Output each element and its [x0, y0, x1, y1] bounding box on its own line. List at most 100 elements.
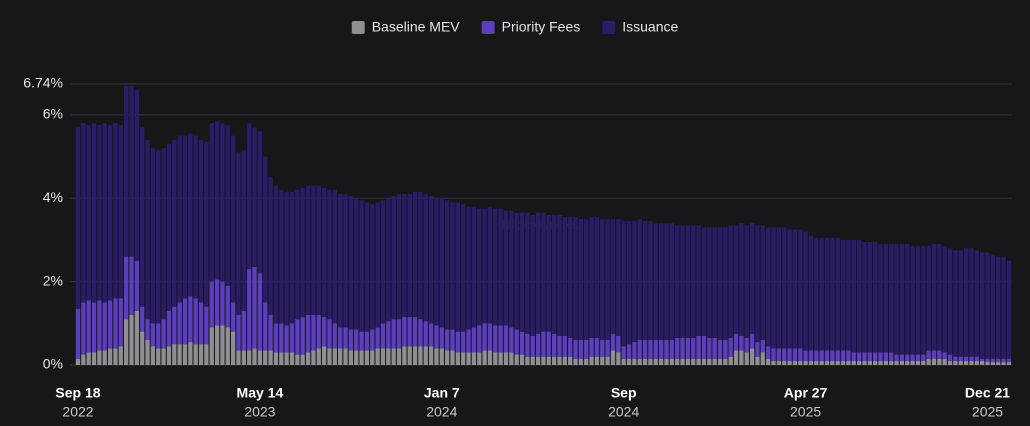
- bar-segment: [391, 196, 396, 320]
- x-tick-year: 2024: [426, 404, 457, 420]
- bar-segment: [594, 356, 600, 365]
- bar-segment: [969, 356, 974, 361]
- bar-segment: [1001, 358, 1006, 363]
- bar-segment: [375, 348, 380, 365]
- bar-segment: [942, 352, 947, 359]
- bar-segment: [899, 244, 905, 355]
- bar-segment: [204, 141, 209, 307]
- bar-segment: [86, 352, 91, 365]
- bar-segment: [594, 337, 600, 357]
- bar-segment: [530, 335, 535, 357]
- bar-segment: [894, 360, 899, 365]
- bar-segment: [321, 187, 327, 318]
- bar-segment: [755, 356, 760, 365]
- bar-segment: [493, 208, 498, 326]
- bar-segment: [97, 300, 102, 351]
- bar-segment: [503, 352, 509, 365]
- bar-segment: [289, 352, 295, 365]
- bar-segment: [803, 231, 808, 351]
- bar-segment: [605, 219, 610, 340]
- bar-segment: [396, 194, 402, 320]
- bar-segment: [648, 358, 653, 365]
- bar-segment: [434, 348, 439, 365]
- bar-segment: [589, 337, 594, 357]
- bar-segment: [498, 352, 503, 365]
- bar-segment: [905, 360, 910, 365]
- bar-segment: [279, 323, 284, 353]
- bar-segment: [461, 204, 466, 332]
- bar-segment: [354, 329, 359, 351]
- bar-segment: [653, 358, 658, 365]
- bar-segment: [455, 202, 460, 332]
- bar-segment: [423, 321, 428, 347]
- bar-segment: [926, 350, 931, 359]
- bar-segment: [856, 239, 862, 353]
- bar-segment: [300, 187, 305, 318]
- bar-segment: [996, 358, 1001, 363]
- bar-segment: [514, 212, 519, 330]
- bar-segment: [691, 358, 696, 365]
- bar-segment: [712, 337, 717, 359]
- bar-segment: [172, 344, 177, 365]
- bar-segment: [840, 350, 846, 361]
- x-tick-label: Sep 18: [55, 385, 100, 401]
- bar-segment: [937, 244, 942, 351]
- bar-segment: [391, 348, 396, 365]
- bar-segment: [241, 310, 246, 351]
- bar-segment: [370, 350, 375, 365]
- x-tick-year: 2023: [244, 404, 275, 420]
- bar-segment: [450, 202, 455, 330]
- bar-segment: [498, 208, 503, 326]
- bar-segment: [889, 244, 894, 353]
- bar-segment: [236, 314, 241, 351]
- bar-segment: [594, 216, 600, 338]
- bar-segment: [541, 331, 546, 357]
- bar-segment: [482, 208, 487, 324]
- bar-segment: [669, 223, 674, 340]
- bar-segment: [193, 135, 198, 299]
- bar-segment: [455, 352, 460, 365]
- bar-segment: [937, 358, 942, 365]
- bar-segment: [771, 348, 776, 361]
- bar-segment: [830, 360, 835, 365]
- bar-segment: [573, 216, 578, 340]
- bar-segment: [851, 352, 856, 361]
- bar-segment: [535, 356, 541, 365]
- bar-segment: [899, 354, 905, 361]
- bar-segment: [915, 354, 921, 361]
- bar-segment: [851, 360, 856, 365]
- bar-segment: [792, 229, 798, 349]
- bar-segment: [482, 323, 487, 351]
- bar-segment: [97, 350, 102, 365]
- bar-segment: [744, 352, 749, 365]
- bar-segment: [252, 127, 257, 268]
- bar-segment: [717, 227, 723, 340]
- bar-segment: [562, 216, 567, 336]
- bar-segment: [268, 177, 273, 315]
- bar-segment: [637, 358, 642, 365]
- bar-segment: [493, 325, 498, 353]
- bar-segment: [113, 298, 118, 349]
- bar-segment: [664, 223, 669, 340]
- bar-segment: [316, 348, 321, 365]
- bar-segment: [632, 342, 637, 359]
- bar-segment: [616, 335, 621, 353]
- bar-segment: [450, 350, 455, 365]
- bar-segment: [835, 360, 840, 365]
- bar-segment: [412, 191, 418, 318]
- x-tick-label: Apr 27: [784, 385, 828, 401]
- bar-segment: [257, 350, 263, 365]
- bar-segment: [642, 339, 648, 359]
- bar-segment: [102, 350, 107, 365]
- bar-segment: [241, 150, 246, 311]
- legend-label: Baseline MEV: [372, 19, 461, 35]
- bar-segment: [509, 352, 514, 365]
- bar-segment: [348, 329, 353, 351]
- bar-segment: [156, 323, 161, 349]
- bar-segment: [188, 342, 193, 365]
- bar-segment: [739, 350, 744, 365]
- bar-segment: [91, 302, 97, 353]
- bar-segment: [712, 227, 717, 338]
- bar-segment: [766, 227, 771, 347]
- bar-segment: [284, 325, 289, 353]
